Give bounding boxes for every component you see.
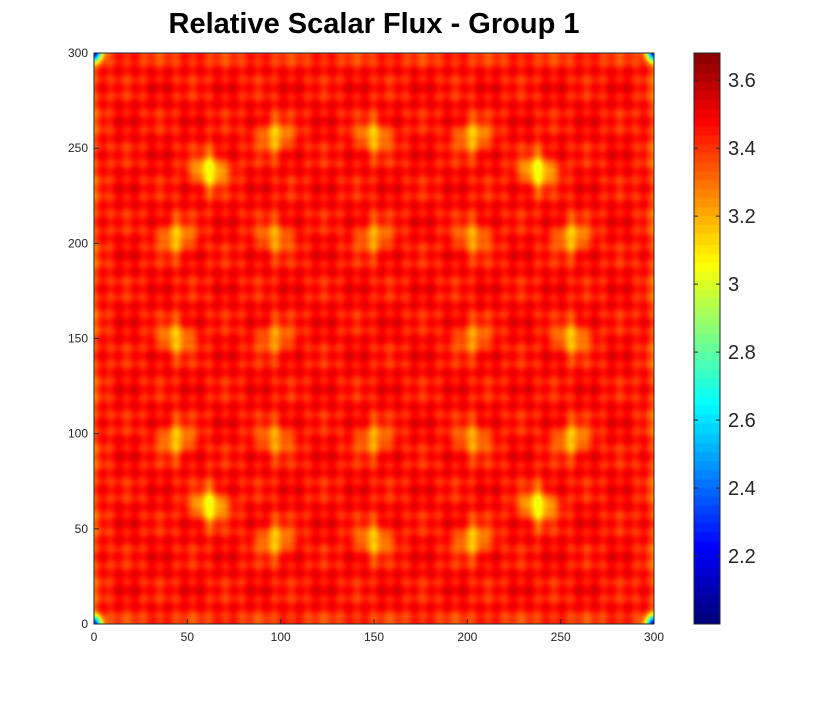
x-tick-label: 0 (91, 630, 98, 644)
y-tick-label: 0 (81, 617, 88, 631)
colorbar-tick-label: 3.4 (728, 138, 756, 160)
colorbar-tick-label: 2.6 (728, 410, 756, 432)
chart-title: Relative Scalar Flux - Group 1 (168, 8, 580, 40)
x-tick-label: 200 (457, 630, 477, 644)
colorbar-tick-label: 2.4 (728, 478, 756, 500)
colorbar-tick-label: 2.2 (728, 546, 756, 568)
x-axis: 0 50 100 150 200 250 300 (91, 619, 664, 644)
y-tick-label: 200 (68, 236, 88, 250)
x-tick-label: 150 (364, 630, 384, 644)
colorbar-tick-label: 3.2 (728, 206, 756, 228)
x-tick-label: 250 (551, 630, 571, 644)
colorbar-axis: 2.2 2.4 2.6 2.8 3 3.2 3.4 3.6 (694, 70, 756, 568)
colorbar-tick-label: 2.8 (728, 342, 756, 364)
y-tick-label: 300 (68, 46, 88, 60)
y-axis: 0 50 100 150 200 250 300 (68, 46, 99, 631)
heatmap-image (94, 53, 654, 624)
x-tick-label: 50 (181, 630, 195, 644)
colorbar-image (694, 53, 720, 624)
y-tick-label: 150 (68, 332, 88, 346)
y-tick-label: 250 (68, 141, 88, 155)
y-tick-label: 50 (75, 522, 89, 536)
x-tick-label: 100 (271, 630, 291, 644)
x-tick-label: 300 (644, 630, 664, 644)
colorbar-frame (693, 52, 721, 625)
colorbar-tick-label: 3 (728, 274, 739, 296)
colorbar-tick-label: 3.6 (728, 70, 756, 92)
y-tick-label: 100 (68, 427, 88, 441)
